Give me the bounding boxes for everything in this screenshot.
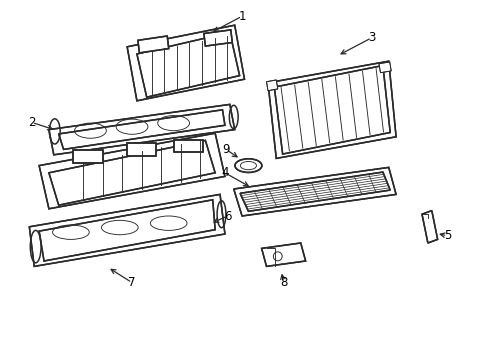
Text: 3: 3 [367, 31, 375, 44]
Polygon shape [173, 140, 203, 152]
Polygon shape [267, 61, 395, 158]
Polygon shape [39, 200, 215, 261]
Polygon shape [203, 30, 232, 46]
Polygon shape [378, 62, 390, 73]
Text: 9: 9 [222, 143, 229, 156]
Polygon shape [127, 143, 156, 156]
Text: 2: 2 [28, 116, 36, 129]
Polygon shape [49, 140, 215, 205]
Polygon shape [274, 66, 389, 154]
Polygon shape [29, 194, 224, 266]
Text: 6: 6 [223, 210, 231, 222]
Text: 8: 8 [279, 276, 287, 289]
Text: 4: 4 [221, 166, 228, 179]
Polygon shape [127, 25, 244, 101]
Polygon shape [240, 172, 389, 211]
Text: 7: 7 [128, 276, 136, 289]
Polygon shape [421, 211, 437, 243]
Polygon shape [261, 243, 305, 266]
Polygon shape [138, 36, 168, 53]
Polygon shape [266, 80, 277, 91]
Polygon shape [59, 110, 224, 149]
Polygon shape [39, 133, 224, 209]
Ellipse shape [235, 159, 262, 172]
Polygon shape [73, 150, 102, 163]
Polygon shape [233, 167, 395, 216]
Text: 1: 1 [238, 10, 245, 23]
Polygon shape [49, 104, 234, 155]
Polygon shape [137, 32, 239, 97]
Text: 5: 5 [443, 229, 450, 242]
